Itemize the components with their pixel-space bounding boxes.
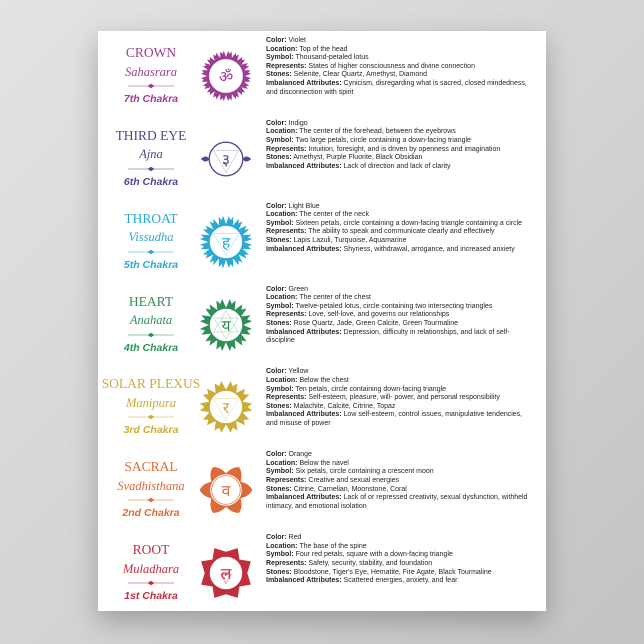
svg-text:ल: ल — [221, 566, 232, 583]
svg-text:३: ३ — [222, 152, 230, 169]
svg-text:ॐ: ॐ — [219, 68, 233, 86]
svg-text:र: र — [223, 401, 230, 418]
svg-text:व: व — [222, 483, 231, 500]
svg-text:ह: ह — [222, 235, 231, 252]
svg-text:य: य — [221, 318, 231, 335]
